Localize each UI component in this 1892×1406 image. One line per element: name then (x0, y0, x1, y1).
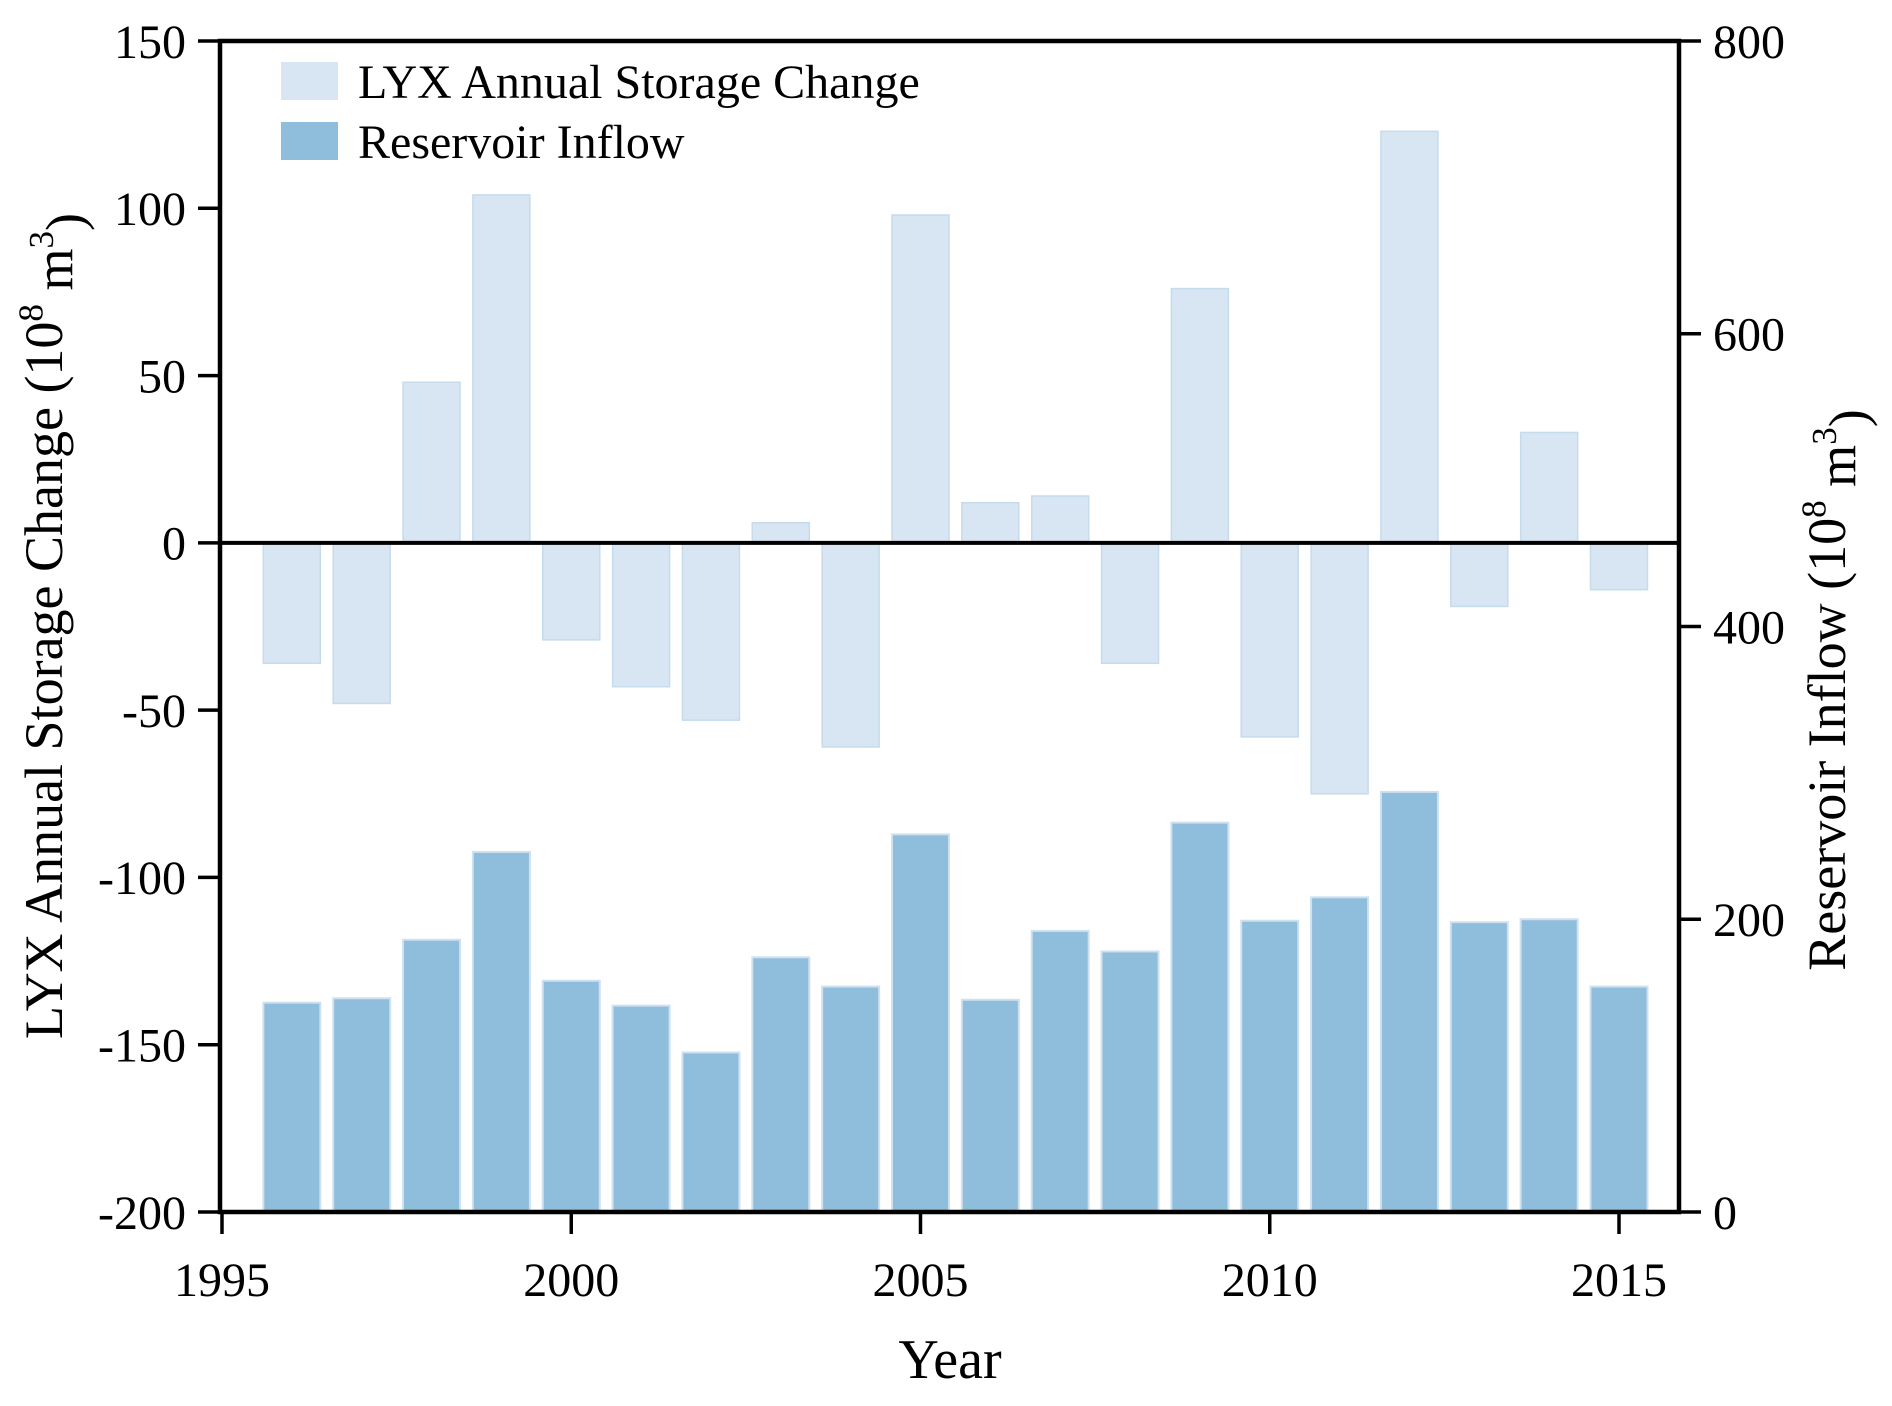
left-tick-label: -150 (98, 1020, 186, 1073)
storage-change-bars-group (262, 130, 1649, 795)
left-tick-label: -50 (122, 685, 186, 738)
inflow-bar-2003 (751, 956, 811, 1213)
storage-bar-2001 (611, 542, 671, 688)
storage-bar-2007 (1030, 495, 1090, 544)
inflow-bar-1999 (471, 850, 531, 1213)
storage-bar-1998 (402, 381, 461, 544)
right-tick-label: 800 (1713, 16, 1785, 69)
legend-swatch-reservoir-inflow (281, 122, 338, 160)
right-tick-label: 600 (1713, 309, 1785, 362)
storage-bar-2008 (1100, 542, 1160, 665)
inflow-bar-1997 (332, 997, 392, 1213)
left-tick-label: 50 (138, 350, 186, 403)
inflow-bar-1998 (402, 938, 462, 1213)
storage-bar-2006 (961, 501, 1020, 544)
storage-bar-2010 (1240, 542, 1299, 738)
storage-bar-2013 (1450, 542, 1509, 608)
x-tick-label: 2015 (1571, 1254, 1667, 1307)
left-tick-label: 100 (114, 183, 186, 236)
inflow-bar-2001 (611, 1004, 671, 1214)
storage-bar-2014 (1519, 431, 1579, 544)
left-tick-label: -100 (98, 852, 186, 905)
inflow-bar-2000 (541, 979, 601, 1213)
inflow-bar-2002 (681, 1051, 741, 1214)
inflow-bar-2010 (1240, 919, 1300, 1213)
reservoir-inflow-bars-group (262, 790, 1649, 1214)
inflow-bar-2009 (1170, 821, 1230, 1214)
storage-bar-2012 (1380, 130, 1439, 544)
inflow-bar-2013 (1449, 921, 1509, 1213)
inflow-bar-2007 (1030, 929, 1090, 1214)
storage-bar-2003 (751, 522, 811, 544)
storage-bar-2004 (821, 542, 880, 748)
right-tick-label: 0 (1713, 1187, 1737, 1240)
legend-label-storage-change: LYX Annual Storage Change (358, 56, 920, 109)
storage-bar-2015 (1589, 542, 1649, 591)
inflow-bar-1996 (262, 1001, 322, 1214)
storage-bar-1997 (332, 542, 391, 705)
inflow-bar-2012 (1379, 790, 1439, 1213)
inflow-bar-2015 (1589, 985, 1649, 1214)
storage-bar-2000 (542, 542, 601, 641)
legend-label-reservoir-inflow: Reservoir Inflow (358, 116, 685, 169)
x-tick-label: 2010 (1222, 1254, 1318, 1307)
inflow-bar-2014 (1519, 918, 1579, 1213)
x-tick-label: 2005 (873, 1254, 969, 1307)
legend: LYX Annual Storage Change Reservoir Infl… (281, 56, 920, 169)
storage-bar-2011 (1310, 542, 1369, 795)
left-axis-title: LYX Annual Storage Change (108​ m3​) (12, 213, 95, 1039)
storage-bar-1999 (472, 194, 531, 544)
left-tick-label: 0 (162, 518, 186, 571)
x-tick-label: 2000 (523, 1254, 619, 1307)
left-tick-label: 150 (114, 16, 186, 69)
inflow-bar-2008 (1100, 950, 1160, 1213)
storage-bar-2002 (681, 542, 741, 721)
left-tick-label: -200 (98, 1187, 186, 1240)
axis-ticks-group: 150100500-50-100-150-2008006004002000199… (98, 16, 1785, 1307)
inflow-bar-2011 (1310, 896, 1370, 1213)
inflow-bar-2004 (821, 985, 881, 1214)
right-axis-title: Reservoir Inflow (108​ m3​) (1795, 409, 1878, 970)
legend-swatch-storage-change (281, 62, 338, 100)
x-tick-label: 1995 (174, 1254, 270, 1307)
storage-bar-2005 (891, 214, 950, 544)
inflow-bar-2005 (891, 833, 950, 1213)
inflow-bar-2006 (960, 998, 1020, 1213)
right-tick-label: 200 (1713, 894, 1785, 947)
storage-bar-1996 (262, 542, 322, 665)
x-axis-title: Year (898, 1329, 1002, 1391)
storage-bar-2009 (1170, 287, 1230, 544)
right-tick-label: 400 (1713, 601, 1785, 654)
